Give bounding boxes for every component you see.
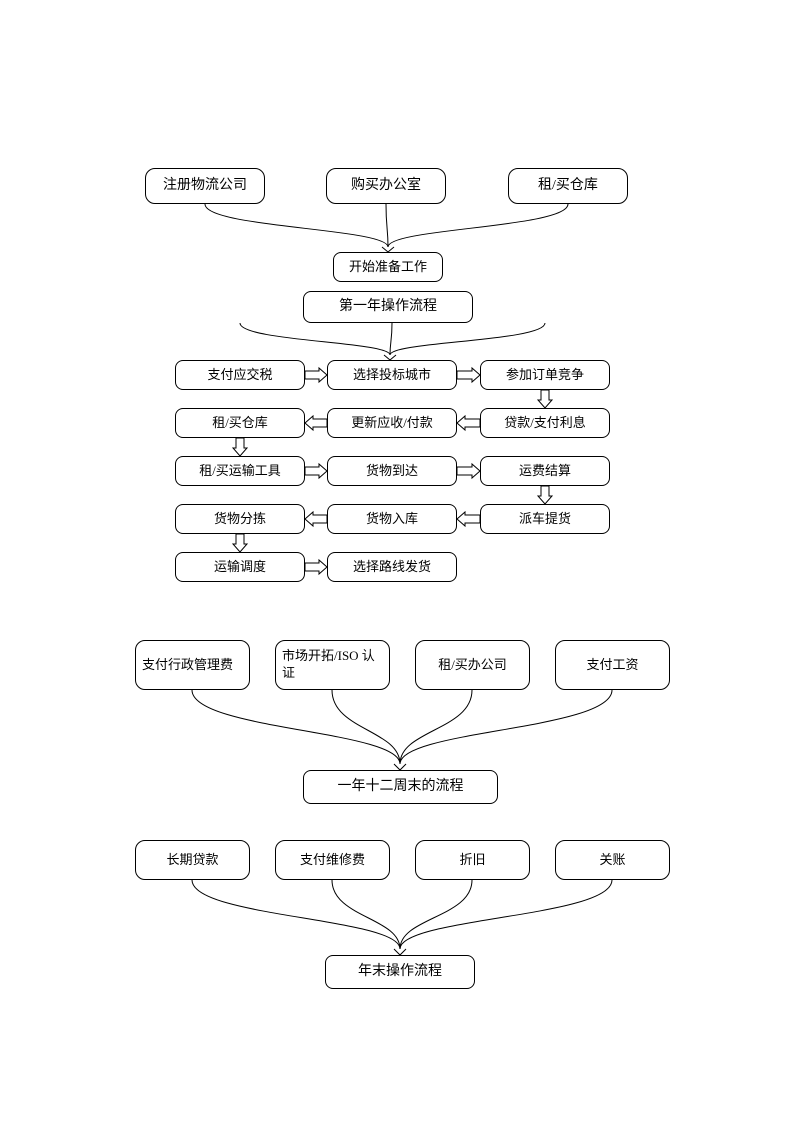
node-m4: 支付工资 (555, 640, 670, 690)
node-m2: 市场开拓/ISO 认证 (275, 640, 390, 690)
node-b1: 长期贷款 (135, 840, 250, 880)
node-b3: 折旧 (415, 840, 530, 880)
node-p23: 贷款/支付利息 (480, 408, 610, 438)
node-p21: 租/买仓库 (175, 408, 305, 438)
node-p11: 支付应交税 (175, 360, 305, 390)
node-p52: 选择路线发货 (327, 552, 457, 582)
node-n_buy: 购买办公室 (326, 168, 446, 204)
node-n_end: 年末操作流程 (325, 955, 475, 989)
node-n_reg: 注册物流公司 (145, 168, 265, 204)
node-p13: 参加订单竞争 (480, 360, 610, 390)
node-p32: 货物到达 (327, 456, 457, 486)
node-n_start: 开始准备工作 (333, 252, 443, 282)
flowchart-canvas: 注册物流公司购买办公室租/买仓库开始准备工作第一年操作流程支付应交税选择投标城市… (0, 0, 800, 1132)
node-p42: 货物入库 (327, 504, 457, 534)
node-p33: 运费结算 (480, 456, 610, 486)
node-m1: 支付行政管理费 (135, 640, 250, 690)
node-n_y1: 第一年操作流程 (303, 291, 473, 323)
node-n_week: 一年十二周末的流程 (303, 770, 498, 804)
node-p43: 派车提货 (480, 504, 610, 534)
node-p51: 运输调度 (175, 552, 305, 582)
node-p41: 货物分拣 (175, 504, 305, 534)
node-m3: 租/买办公司 (415, 640, 530, 690)
node-b4: 关账 (555, 840, 670, 880)
node-b2: 支付维修费 (275, 840, 390, 880)
node-p31: 租/买运输工具 (175, 456, 305, 486)
node-p12: 选择投标城市 (327, 360, 457, 390)
node-n_rent: 租/买仓库 (508, 168, 628, 204)
node-p22: 更新应收/付款 (327, 408, 457, 438)
